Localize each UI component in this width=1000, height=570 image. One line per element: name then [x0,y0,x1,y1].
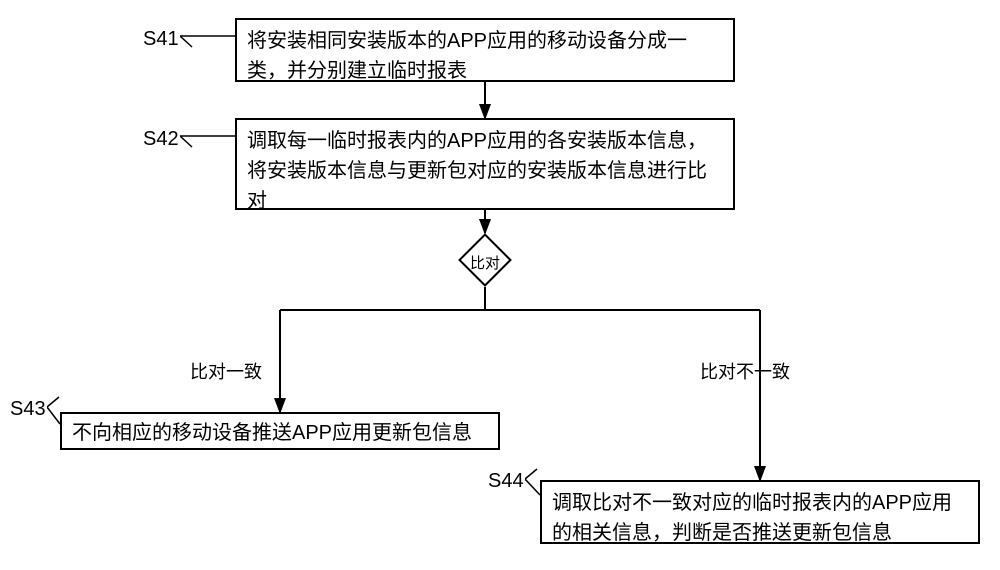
step-label-s43: S43 [10,398,46,421]
step-label-s41: S41 [143,28,179,51]
edge-label-right: 比对不一致 [700,358,790,384]
decision-text: 比对 [470,255,500,272]
step-box-s41: 将安装相同安装版本的APP应用的移动设备分成一类，并分别建立临时报表 [235,18,735,82]
step-text: 调取比对不一致对应的临时报表内的APP应用的相关信息，判断是否推送更新包信息 [552,492,952,544]
step-label-s44: S44 [488,470,524,493]
step-box-s42: 调取每一临时报表内的APP应用的各安装版本信息，将安装版本信息与更新包对应的安装… [235,118,735,210]
step-label-text: S43 [10,398,46,420]
step-label-text: S44 [488,470,524,492]
step-label-text: S42 [143,128,179,150]
step-text: 将安装相同安装版本的APP应用的移动设备分成一类，并分别建立临时报表 [247,30,687,82]
step-box-s44: 调取比对不一致对应的临时报表内的APP应用的相关信息，判断是否推送更新包信息 [540,480,980,544]
step-text: 调取每一临时报表内的APP应用的各安装版本信息，将安装版本信息与更新包对应的安装… [247,130,707,212]
step-text: 不向相应的移动设备推送APP应用更新包信息 [72,422,472,444]
edge-text: 比对一致 [190,362,262,382]
edge-text: 比对不一致 [700,362,790,382]
leader-s41 [180,22,240,52]
step-label-text: S41 [143,28,179,50]
leader-s42 [180,122,240,152]
decision-label: 比对 [470,252,500,273]
edge-label-left: 比对一致 [190,358,262,384]
step-box-s43: 不向相应的移动设备推送APP应用更新包信息 [60,412,500,450]
step-label-s42: S42 [143,128,179,151]
flowchart-canvas: S41 将安装相同安装版本的APP应用的移动设备分成一类，并分别建立临时报表 S… [0,0,1000,570]
